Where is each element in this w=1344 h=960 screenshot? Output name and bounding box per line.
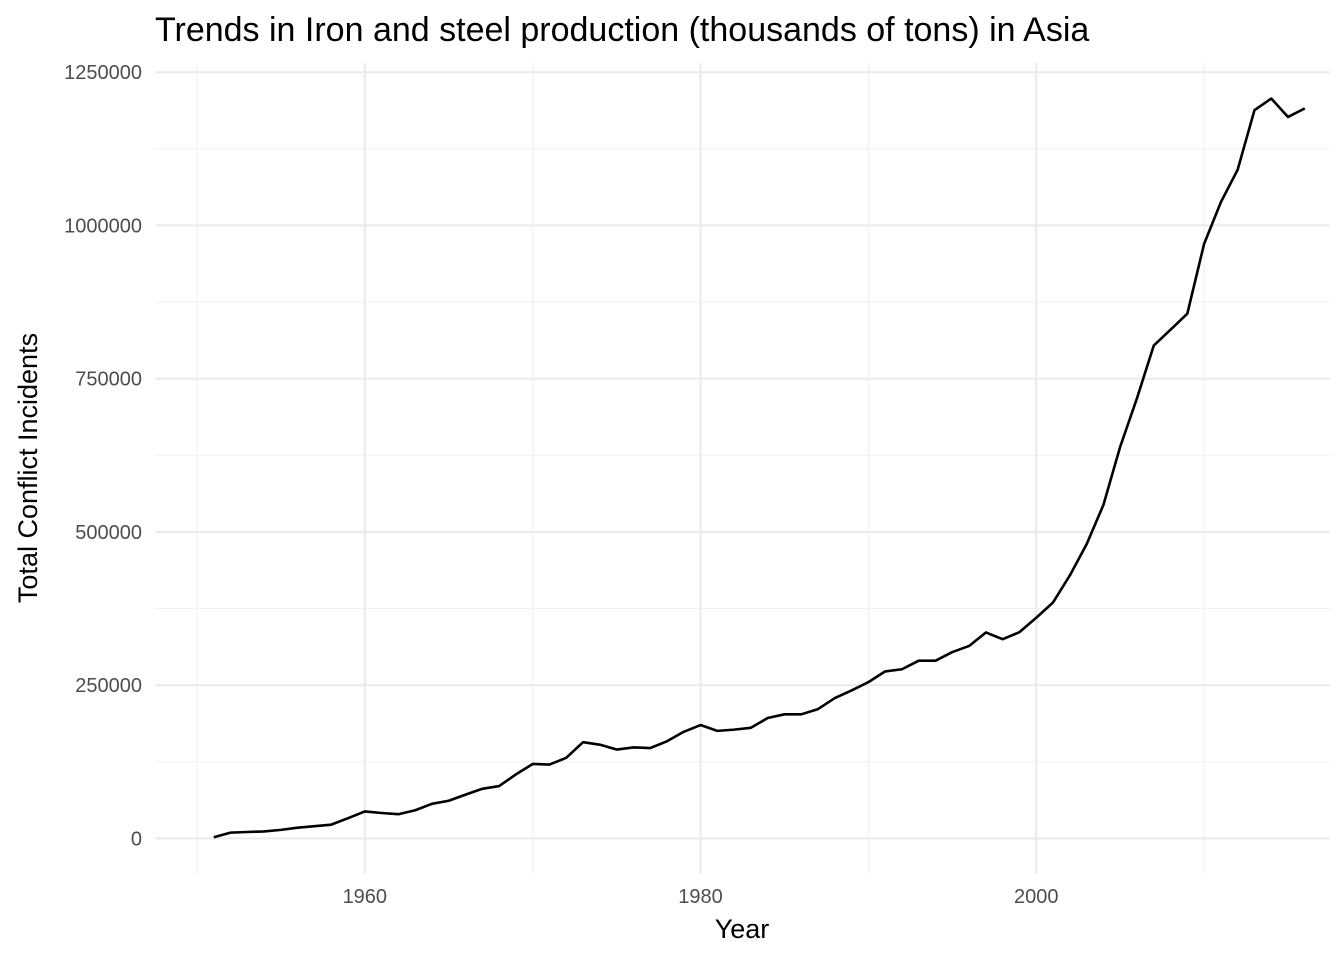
x-tick-label: 1980: [678, 886, 723, 908]
series-layer: [213, 97, 1306, 839]
y-axis-tick-labels: 0 250000 500000 750000 1000000 1250000: [64, 62, 142, 850]
x-tick-label: 1960: [343, 886, 388, 908]
minor-gridlines: [155, 63, 1330, 874]
series-line: [213, 97, 1306, 839]
major-gridlines: [155, 63, 1330, 874]
y-tick-label: 500000: [75, 522, 142, 544]
y-tick-label: 0: [131, 828, 142, 850]
y-tick-label: 1250000: [64, 62, 142, 84]
y-tick-label: 250000: [75, 675, 142, 697]
x-axis-tick-labels: 1960 1980 2000: [343, 886, 1059, 908]
y-tick-label: 750000: [75, 369, 142, 391]
y-axis-title: Total Conflict Incidents: [13, 333, 43, 603]
chart-title: Trends in Iron and steel production (tho…: [155, 11, 1089, 49]
x-axis-title: Year: [715, 914, 770, 944]
x-tick-label: 2000: [1014, 886, 1059, 908]
y-tick-label: 1000000: [64, 215, 142, 237]
